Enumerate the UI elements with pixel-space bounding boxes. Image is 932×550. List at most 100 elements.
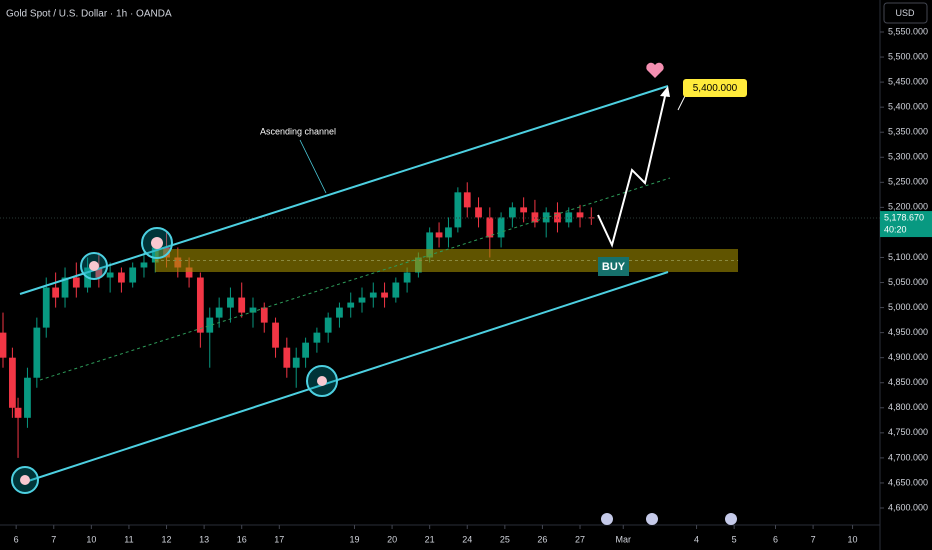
y-tick-label: 5,500.000 <box>888 51 928 61</box>
x-tick-label: 25 <box>500 534 510 544</box>
candle-body <box>14 407 22 418</box>
target-label: 5,400.000 <box>693 83 738 94</box>
candle-body <box>435 232 443 238</box>
y-tick-label: 4,800.000 <box>888 402 928 412</box>
event-icons <box>601 513 737 525</box>
candle-body <box>554 212 561 223</box>
channel-lower <box>21 271 669 484</box>
y-tick-label: 5,450.000 <box>888 76 928 86</box>
candle-body <box>369 292 377 298</box>
x-tick-label: Mar <box>616 534 632 544</box>
candle-body <box>531 212 539 223</box>
candle-body <box>302 342 309 358</box>
projection-path <box>597 91 667 248</box>
heart-icon <box>646 62 664 78</box>
x-tick-label: 12 <box>162 534 172 544</box>
candle-body <box>454 192 462 228</box>
currency-box[interactable] <box>883 2 928 24</box>
target-pointer <box>677 95 686 111</box>
x-tick-label: 4 <box>694 534 699 544</box>
candle-body <box>129 267 137 283</box>
candle-body <box>475 207 482 218</box>
currency[interactable]: USD <box>895 8 915 18</box>
candle-body <box>260 307 268 323</box>
candle-body <box>381 292 388 298</box>
x-tick-label: 16 <box>237 534 247 544</box>
last-price-label: 5,178.670 <box>884 212 924 222</box>
candle-body <box>283 347 291 368</box>
y-tick-label: 5,550.000 <box>888 26 928 36</box>
touch-dots <box>20 237 327 485</box>
y-tick-label: 5,350.000 <box>888 127 928 137</box>
candle-body <box>106 272 114 278</box>
candle-body <box>196 277 204 333</box>
candle-body <box>486 217 494 238</box>
candle-body <box>426 232 434 258</box>
channel-label: Ascending channel <box>260 126 336 136</box>
x-tick-label: 19 <box>349 534 359 544</box>
candle-body <box>42 287 50 328</box>
y-tick-label: 4,900.000 <box>888 352 928 362</box>
x-tick-label: 11 <box>124 534 133 544</box>
candle-body <box>445 227 452 238</box>
x-tick-label: 7 <box>51 534 56 544</box>
y-tick-label: 5,050.000 <box>888 277 928 287</box>
event-icon <box>725 513 737 525</box>
buy-box <box>598 257 629 276</box>
x-tick-label: 10 <box>848 534 858 544</box>
candle-body <box>497 217 505 238</box>
y-tick-label: 5,200.000 <box>888 202 928 212</box>
candle-body <box>292 357 300 368</box>
candle-body <box>72 277 80 288</box>
candle-body <box>542 212 550 223</box>
touch-dot <box>317 376 327 386</box>
x-tick-label: 26 <box>537 534 547 544</box>
support-zone <box>155 249 738 272</box>
candle-body <box>565 212 573 223</box>
y-tick-label: 5,300.000 <box>888 152 928 162</box>
x-tick-label: 17 <box>274 534 284 544</box>
touch-dot <box>151 237 163 249</box>
candle-body <box>33 327 41 378</box>
x-tick-label: 6 <box>773 534 778 544</box>
y-tick-label: 5,250.000 <box>888 177 928 187</box>
x-tick-label: 7 <box>811 534 816 544</box>
y-tick-label: 4,650.000 <box>888 477 928 487</box>
candle-body <box>215 307 223 318</box>
target-box <box>683 79 747 97</box>
candle-body <box>324 317 332 333</box>
candle-body <box>140 262 148 268</box>
candle-body <box>347 302 355 308</box>
x-tick-label: 24 <box>462 534 472 544</box>
touch-dot <box>89 261 99 271</box>
candle-body <box>24 377 31 418</box>
y-tick-label: 5,000.000 <box>888 302 928 312</box>
candle-body <box>358 297 366 303</box>
candle-body <box>403 272 411 283</box>
callout-line <box>299 139 327 194</box>
chart-title: Gold Spot / U.S. Dollar · 1h · OANDA <box>6 9 172 20</box>
buy-label: BUY <box>602 261 626 273</box>
y-tick-label: 4,850.000 <box>888 377 928 387</box>
candle-body <box>463 192 471 208</box>
countdown: 40:20 <box>884 224 907 234</box>
candle-body <box>520 207 528 213</box>
x-tick-label: 10 <box>86 534 96 544</box>
candle-body <box>206 317 214 333</box>
channel-mid <box>39 177 671 381</box>
touch-dot <box>20 475 30 485</box>
x-tick-label: 20 <box>387 534 397 544</box>
candle-body <box>249 307 257 313</box>
candle-body <box>118 272 125 283</box>
x-tick-label: 5 <box>732 534 737 544</box>
x-tick-label: 6 <box>14 534 19 544</box>
candle-body <box>392 282 400 298</box>
candle-body <box>0 332 7 358</box>
x-tick-label: 21 <box>425 534 435 544</box>
y-tick-label: 4,950.000 <box>888 327 928 337</box>
x-tick-label: 13 <box>199 534 209 544</box>
channel-upper <box>19 85 669 295</box>
